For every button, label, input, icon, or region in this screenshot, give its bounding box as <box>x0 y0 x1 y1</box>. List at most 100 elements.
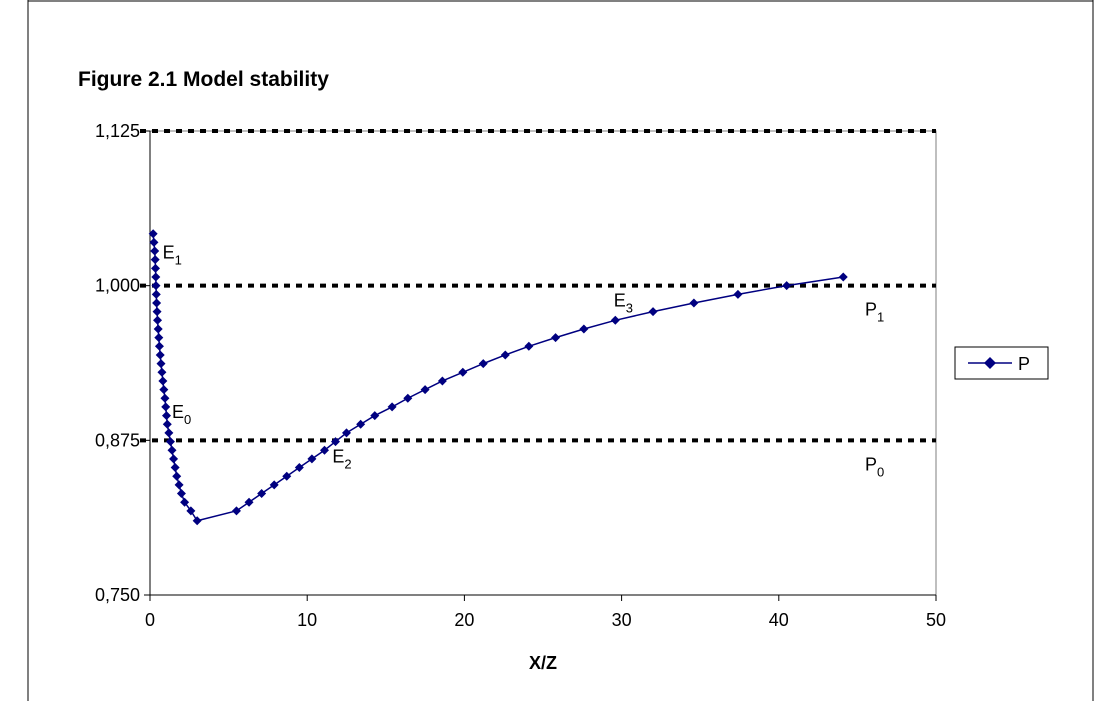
data-point-marker <box>269 480 279 490</box>
data-point-marker <box>356 419 366 429</box>
data-point-marker <box>342 428 351 438</box>
annotation-label: E1 <box>163 242 182 267</box>
legend: P <box>954 346 1049 380</box>
data-point-marker <box>151 263 161 273</box>
data-point-marker <box>176 489 186 499</box>
data-point-marker <box>164 428 174 438</box>
data-point-marker <box>782 281 792 291</box>
data-point-marker <box>500 350 510 360</box>
data-point-marker <box>403 393 413 403</box>
data-point-marker <box>186 506 196 516</box>
data-point-marker <box>152 298 162 308</box>
data-point-marker <box>294 463 304 473</box>
data-point-marker <box>689 298 699 308</box>
reference-label-main: P <box>865 300 877 320</box>
data-point-marker <box>170 463 180 473</box>
legend-marker <box>984 357 996 369</box>
data-point-marker <box>478 359 488 369</box>
data-point-marker <box>169 454 179 464</box>
annotation-sub: 2 <box>344 457 351 472</box>
annotation-main: E <box>614 291 626 311</box>
y-tick-label: 1,000 <box>95 276 140 296</box>
plot-area <box>149 130 937 596</box>
data-point-marker <box>155 350 165 360</box>
data-point-marker <box>154 333 164 343</box>
reference-label-sub: 0 <box>877 464 884 479</box>
data-point-marker <box>370 411 380 421</box>
x-tick-label: 40 <box>769 610 789 630</box>
data-point-marker <box>307 454 317 464</box>
data-point-marker <box>387 402 397 412</box>
data-point-marker <box>524 341 534 351</box>
data-point-marker <box>152 307 162 317</box>
data-point-marker <box>161 402 171 412</box>
series-layer <box>148 229 848 526</box>
data-point-marker <box>420 385 430 395</box>
y-tick-label: 0,750 <box>95 585 140 605</box>
data-point-marker <box>159 385 169 395</box>
data-point-marker <box>153 324 163 334</box>
data-point-marker <box>151 289 161 299</box>
data-point-marker <box>330 437 340 447</box>
data-point-marker <box>733 289 743 299</box>
annotation-sub: 0 <box>184 412 191 427</box>
series-line-P <box>152 233 844 522</box>
annotation-label: E3 <box>614 291 633 316</box>
annotation-sub: 3 <box>626 301 633 316</box>
data-point-marker <box>437 376 447 386</box>
data-point-marker <box>158 376 168 386</box>
annotation-label: E0 <box>172 402 191 427</box>
data-point-marker <box>162 411 172 421</box>
y-tick-label: 1,125 <box>95 121 140 141</box>
data-point-marker <box>157 367 167 377</box>
data-point-marker <box>838 272 848 282</box>
data-point-marker <box>148 229 158 239</box>
data-point-marker <box>165 437 175 447</box>
annotation-label: E2 <box>332 447 351 472</box>
x-tick-label: 20 <box>454 610 474 630</box>
data-point-marker <box>153 315 163 325</box>
reference-label-sub: 1 <box>877 310 884 325</box>
data-point-marker <box>150 246 160 256</box>
data-point-marker <box>231 506 241 516</box>
data-point-marker <box>282 471 292 481</box>
y-tick-label: 0,875 <box>95 430 140 450</box>
x-axis-label: X/Z <box>529 653 557 673</box>
data-point-marker <box>319 445 329 455</box>
data-point-marker <box>154 341 164 351</box>
data-point-marker <box>174 480 184 490</box>
data-point-marker <box>167 445 177 455</box>
x-tick-label: 50 <box>926 610 946 630</box>
data-point-marker <box>244 497 254 507</box>
data-point-marker <box>579 324 589 334</box>
reference-line-label: P1 <box>865 300 884 325</box>
annotation-main: E <box>172 402 184 422</box>
data-point-marker <box>180 497 190 507</box>
chart-title: Figure 2.1 Model stability <box>78 68 329 91</box>
data-point-marker <box>192 516 202 526</box>
data-point-marker <box>648 307 658 317</box>
x-tick-label: 10 <box>297 610 317 630</box>
data-point-marker <box>151 281 161 291</box>
annotation-main: E <box>163 242 175 262</box>
annotation-sub: 1 <box>175 252 182 267</box>
x-tick-label: 0 <box>145 610 155 630</box>
data-point-marker <box>458 367 468 377</box>
annotation-main: E <box>332 447 344 467</box>
reference-line-label: P0 <box>865 454 884 479</box>
data-point-marker <box>610 315 620 325</box>
legend-label: P <box>1018 354 1030 374</box>
reference-label-main: P <box>865 454 877 474</box>
data-point-marker <box>150 255 160 265</box>
data-point-marker <box>151 272 161 282</box>
data-point-marker <box>160 393 170 403</box>
x-tick-label: 30 <box>612 610 632 630</box>
data-point-marker <box>172 471 182 481</box>
data-point-marker <box>149 237 159 247</box>
data-point-marker <box>257 489 267 499</box>
data-point-marker <box>156 359 166 369</box>
